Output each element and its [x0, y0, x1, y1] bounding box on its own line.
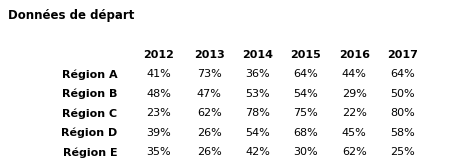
Text: 80%: 80% — [389, 108, 414, 118]
Text: 26%: 26% — [196, 128, 221, 138]
Text: 45%: 45% — [341, 128, 366, 138]
Text: 25%: 25% — [389, 147, 414, 157]
Text: Région B: Région B — [62, 89, 117, 99]
Text: 64%: 64% — [293, 69, 318, 79]
Text: 54%: 54% — [293, 89, 318, 99]
Text: 23%: 23% — [146, 108, 171, 118]
Text: 2016: 2016 — [338, 50, 369, 60]
Text: Région C: Région C — [62, 108, 117, 119]
Text: 73%: 73% — [196, 69, 221, 79]
Text: 62%: 62% — [341, 147, 366, 157]
Text: 26%: 26% — [196, 147, 221, 157]
Text: 64%: 64% — [389, 69, 414, 79]
Text: 58%: 58% — [389, 128, 414, 138]
Text: 78%: 78% — [245, 108, 269, 118]
Text: 29%: 29% — [341, 89, 366, 99]
Text: 2013: 2013 — [194, 50, 224, 60]
Text: Région E: Région E — [62, 147, 117, 158]
Text: 62%: 62% — [196, 108, 221, 118]
Text: 2017: 2017 — [386, 50, 417, 60]
Text: 2015: 2015 — [290, 50, 320, 60]
Text: 36%: 36% — [245, 69, 269, 79]
Text: 2012: 2012 — [143, 50, 174, 60]
Text: 50%: 50% — [389, 89, 414, 99]
Text: Données de départ: Données de départ — [8, 9, 134, 22]
Text: 54%: 54% — [245, 128, 269, 138]
Text: 35%: 35% — [146, 147, 171, 157]
Text: 68%: 68% — [293, 128, 318, 138]
Text: 42%: 42% — [245, 147, 269, 157]
Text: 48%: 48% — [146, 89, 171, 99]
Text: 30%: 30% — [293, 147, 318, 157]
Text: 39%: 39% — [146, 128, 171, 138]
Text: 2014: 2014 — [241, 50, 273, 60]
Text: 44%: 44% — [341, 69, 366, 79]
Text: 22%: 22% — [341, 108, 366, 118]
Text: 41%: 41% — [146, 69, 171, 79]
Text: Région A: Région A — [62, 69, 117, 80]
Text: 47%: 47% — [196, 89, 221, 99]
Text: 53%: 53% — [245, 89, 269, 99]
Text: Région D: Région D — [61, 128, 117, 138]
Text: 75%: 75% — [293, 108, 318, 118]
